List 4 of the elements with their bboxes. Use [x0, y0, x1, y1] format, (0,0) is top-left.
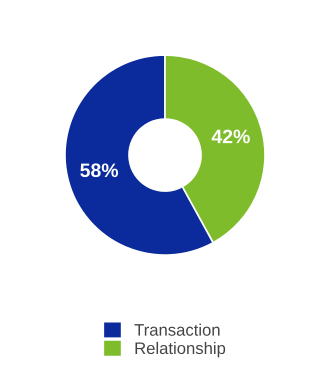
data-label: 58%	[80, 163, 118, 178]
data-label: 42%	[212, 130, 250, 144]
legend-label: Transaction	[134, 324, 220, 336]
legend-label: Relationship	[136, 342, 226, 358]
